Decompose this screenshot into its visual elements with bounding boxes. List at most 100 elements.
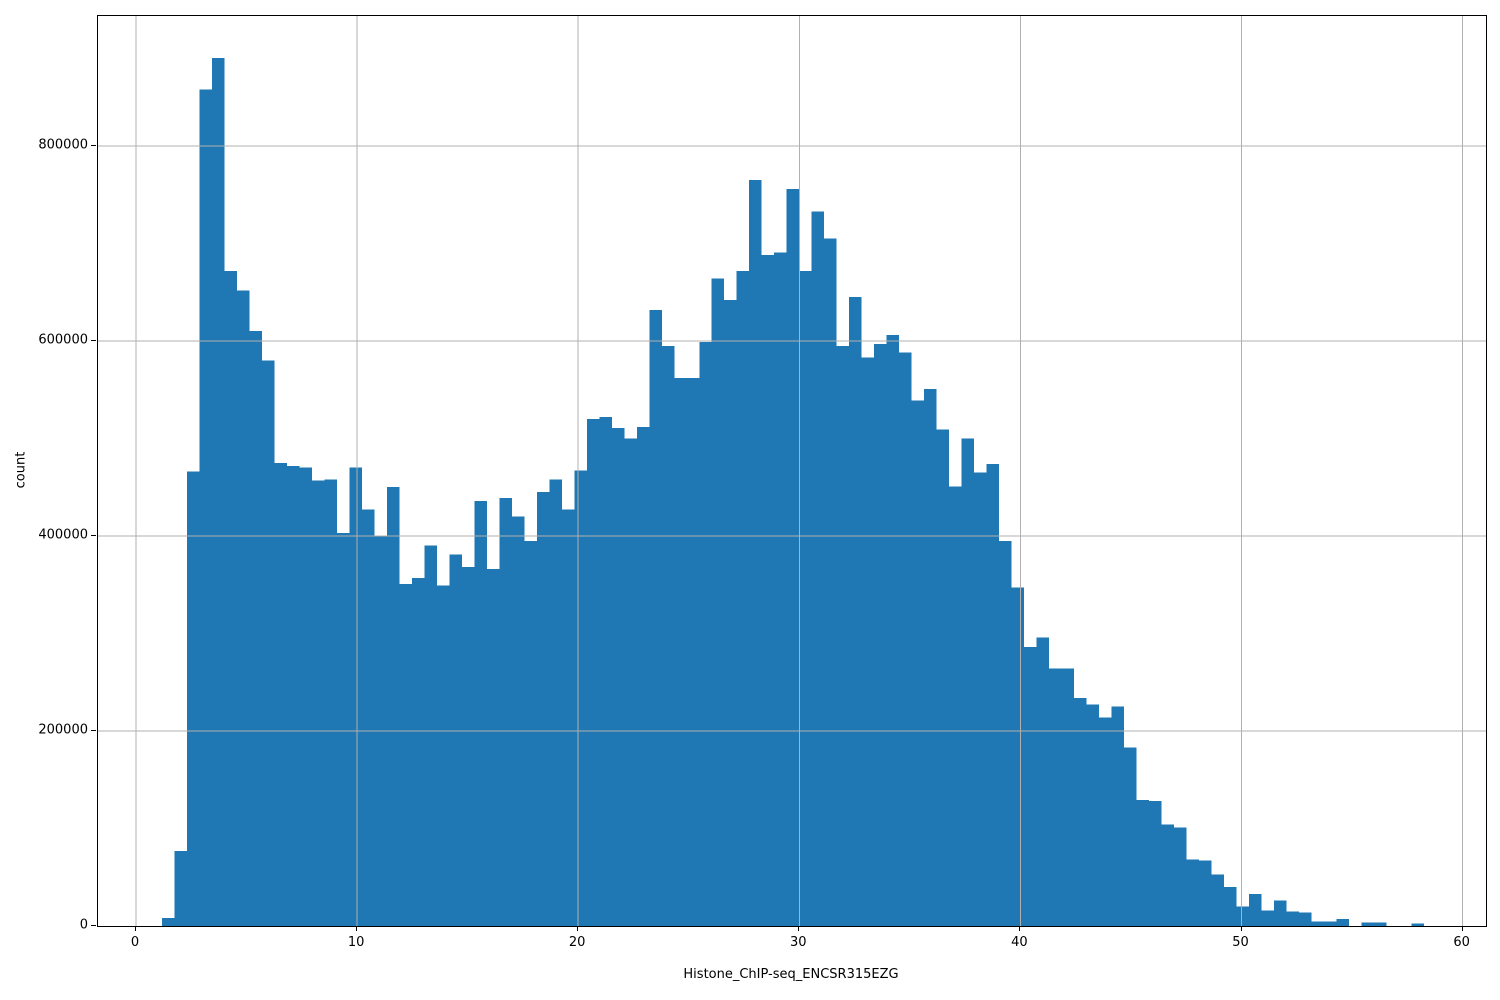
histogram-bar — [849, 297, 862, 926]
y-tick-label: 600000 — [38, 332, 88, 348]
histogram-bar — [174, 850, 188, 926]
histogram-bar — [561, 509, 575, 926]
y-tick-mark — [91, 145, 96, 146]
histogram-bar — [799, 270, 812, 926]
histogram-bar — [1286, 911, 1299, 926]
histogram-bar — [974, 472, 987, 926]
histogram-bar — [786, 188, 800, 926]
histogram-bar — [1198, 860, 1212, 926]
histogram-bar — [1111, 706, 1124, 926]
y-axis-label: count — [13, 451, 29, 489]
histogram-bar — [511, 516, 525, 926]
histogram-bar — [237, 290, 250, 926]
x-tick-mark — [356, 926, 358, 931]
x-tick-label: 40 — [1011, 935, 1028, 950]
histogram-bar — [624, 438, 637, 926]
histogram-bar — [1148, 801, 1162, 926]
histogram-bar — [874, 343, 887, 926]
histogram-bar — [1298, 912, 1312, 926]
x-tick-label: 10 — [347, 935, 365, 950]
histogram-bar — [1248, 893, 1262, 926]
histogram-bar — [924, 388, 937, 926]
histogram-bar — [461, 567, 475, 926]
gridlines — [98, 16, 1486, 926]
x-tick-mark — [1019, 926, 1021, 931]
histogram-bar — [1036, 637, 1050, 926]
histogram-bar — [1323, 921, 1337, 926]
histogram-bar — [649, 309, 662, 926]
histogram-bar — [1236, 906, 1249, 926]
histogram-bar — [824, 238, 837, 926]
histogram-bar — [1173, 827, 1187, 926]
histogram-bar — [474, 500, 487, 926]
histogram-bar — [911, 400, 925, 926]
histogram-bar — [274, 462, 288, 926]
histogram-bar — [224, 270, 238, 926]
histogram-bar — [1186, 859, 1199, 926]
histogram-bar — [636, 426, 650, 926]
histogram-bar — [986, 463, 1000, 926]
histogram-bar — [361, 509, 375, 926]
histogram-bar — [861, 357, 875, 926]
x-tick-mark — [577, 926, 579, 931]
histogram-bar — [424, 545, 437, 926]
histogram-bar — [711, 278, 725, 926]
histogram-bar — [249, 331, 263, 926]
x-tick-label: 30 — [790, 935, 807, 950]
histogram-bar — [162, 918, 175, 926]
histogram-bar — [686, 378, 700, 926]
histogram-bar — [736, 270, 750, 926]
histogram-bar — [1136, 800, 1149, 926]
y-tick-label: 200000 — [38, 722, 88, 738]
y-tick-label: 800000 — [38, 137, 88, 153]
histogram-bar — [349, 467, 362, 926]
histogram-bars — [162, 58, 1424, 926]
histogram-bar — [1098, 717, 1112, 926]
x-tick-label: 20 — [568, 935, 586, 950]
y-tick-label: 400000 — [38, 527, 88, 543]
histogram-bar — [761, 255, 775, 926]
y-tick-label: 0 — [79, 917, 88, 933]
x-tick-mark — [135, 926, 136, 931]
histogram-bar — [1261, 910, 1274, 926]
histogram-bar — [411, 577, 425, 926]
histogram-bar — [212, 58, 225, 926]
histogram-bar — [324, 479, 337, 926]
histogram-bar — [586, 418, 600, 926]
y-tick-mark — [91, 925, 96, 926]
histogram-bar — [599, 417, 612, 926]
histogram-bar — [262, 360, 275, 926]
histogram-bar — [287, 465, 300, 926]
x-tick-mark — [798, 926, 800, 931]
x-tick-label: 50 — [1232, 935, 1249, 950]
histogram-bar — [386, 487, 400, 926]
histogram-bar — [749, 180, 762, 926]
histogram-bar — [1373, 922, 1387, 926]
histogram-bar — [574, 470, 587, 926]
histogram-bar — [1123, 747, 1137, 926]
histogram-bar — [536, 492, 550, 926]
histogram-bar — [449, 554, 462, 926]
histogram-bar — [1086, 704, 1099, 926]
histogram-bar — [1336, 919, 1349, 926]
histogram-bar — [312, 480, 325, 926]
histogram-bar — [1361, 922, 1374, 926]
histogram-bar — [1211, 874, 1224, 926]
histogram-bar — [1061, 668, 1074, 926]
histogram-bar — [399, 583, 412, 926]
histogram-bar — [337, 533, 350, 926]
histogram-bar — [811, 211, 825, 926]
histogram-bar — [1024, 647, 1037, 926]
histogram-bar — [1161, 824, 1174, 926]
histogram-bar — [1011, 587, 1025, 926]
histogram-bar — [699, 341, 712, 926]
histogram-bar — [1223, 887, 1237, 926]
histogram-bar — [774, 252, 787, 926]
histogram-bar — [674, 378, 687, 926]
histogram-bar — [1049, 668, 1062, 926]
y-tick-mark — [91, 340, 96, 341]
x-tick-label: 60 — [1453, 935, 1470, 950]
x-tick-mark — [1461, 926, 1463, 931]
histogram-bar — [836, 345, 850, 926]
